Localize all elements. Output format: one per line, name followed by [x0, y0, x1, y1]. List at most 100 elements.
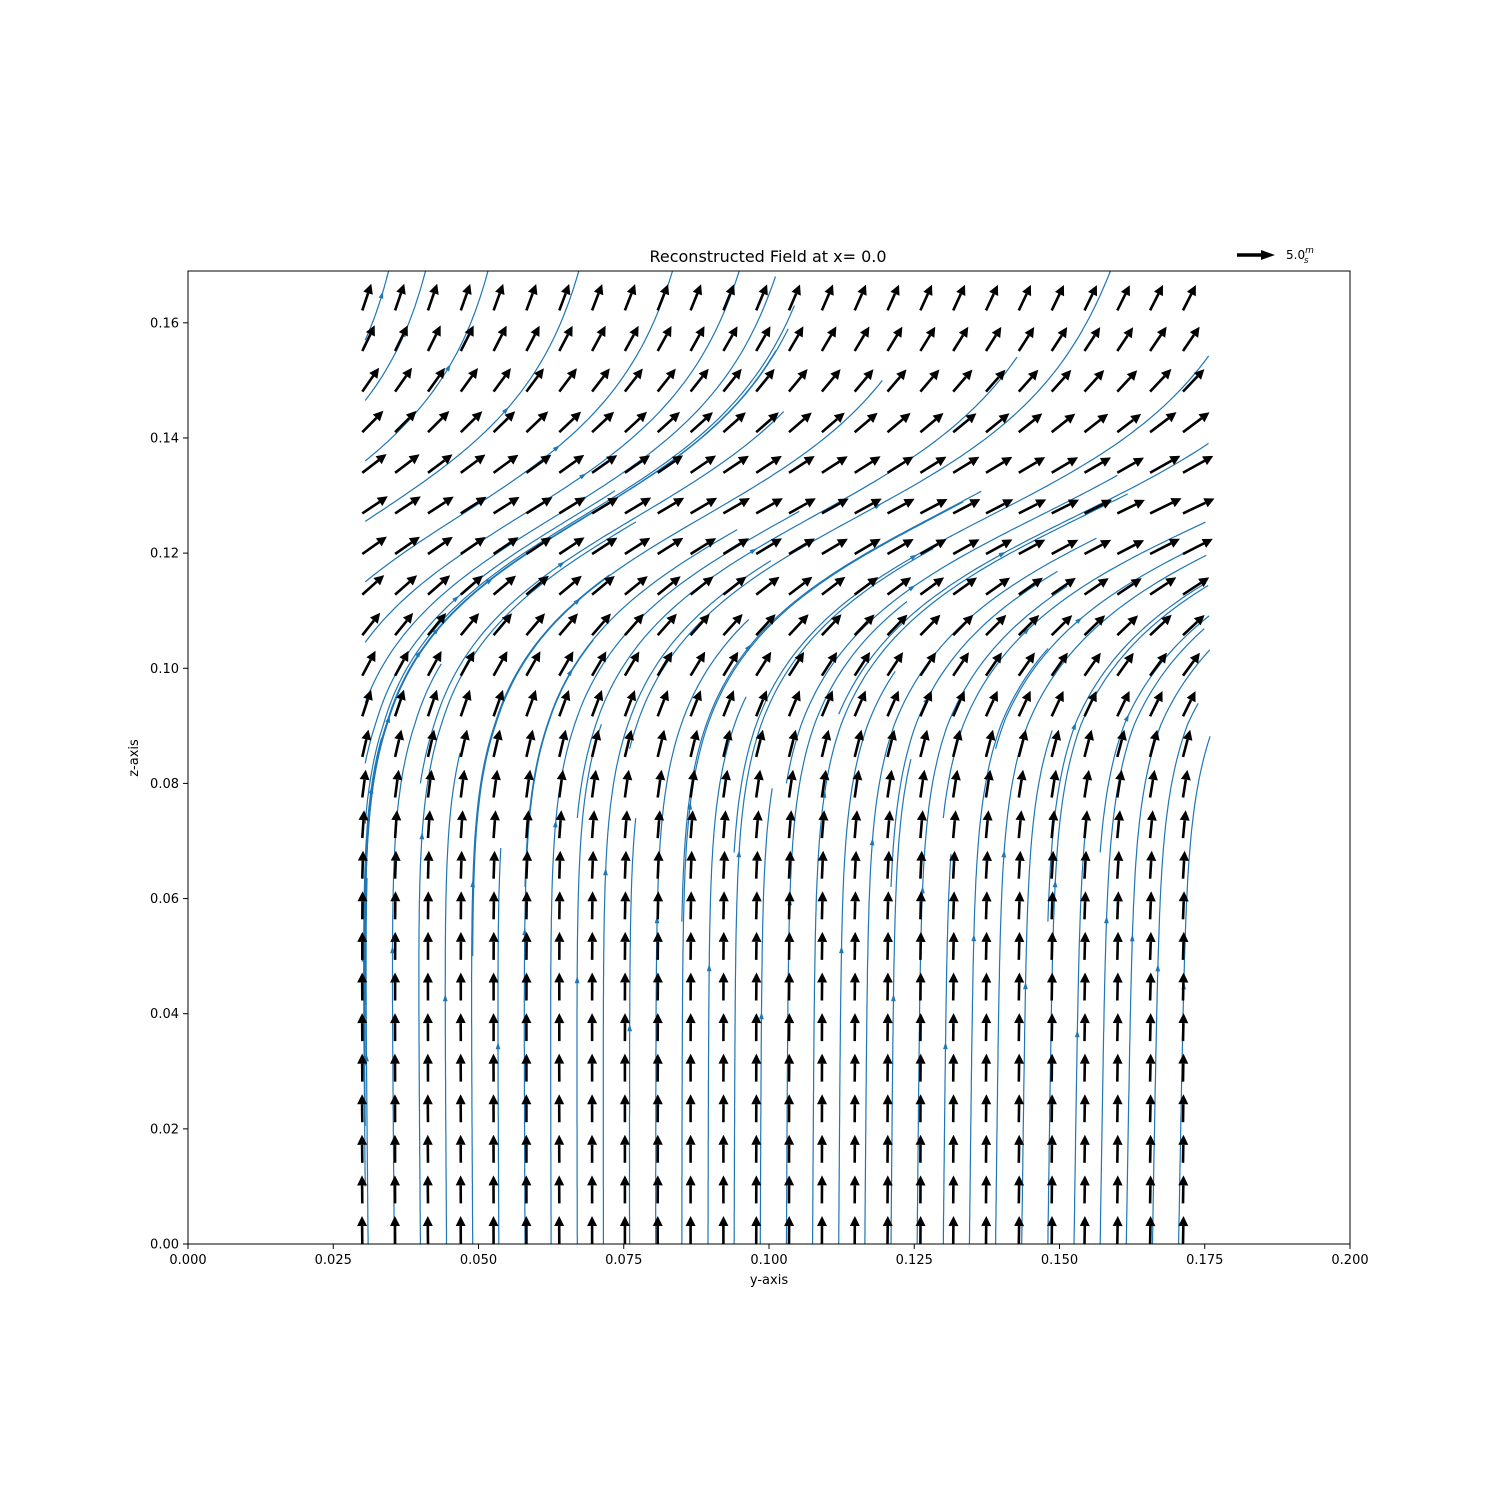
quiver-head: [619, 1134, 630, 1145]
quiver-head: [488, 1134, 499, 1145]
quiver-arrow: [818, 810, 829, 839]
quiver-shaft: [689, 501, 710, 515]
quiver-head: [554, 891, 565, 902]
quiver-head: [632, 368, 643, 380]
quiver-arrow: [357, 891, 368, 920]
quiver-shaft: [525, 820, 529, 839]
quiver-arrow: [619, 1216, 630, 1244]
quiver-arrow: [722, 284, 735, 311]
quiver-head: [498, 651, 508, 663]
quiver-head: [587, 850, 598, 861]
quiver-head: [949, 850, 960, 861]
quiver-arrow: [424, 810, 435, 839]
quiver-arrow: [1018, 577, 1043, 596]
quiver-arrow: [587, 931, 598, 960]
quiver-arrow: [751, 1013, 762, 1042]
quiver-arrow: [1178, 1216, 1189, 1245]
quiver-arrow: [1112, 1175, 1123, 1204]
quiver-arrow: [1116, 691, 1130, 717]
quiver-head: [488, 1053, 499, 1064]
quiver-arrow: [590, 729, 602, 758]
quiver-arrow: [1079, 1134, 1090, 1163]
quiver-head: [788, 729, 799, 741]
quiver-arrow: [787, 729, 799, 758]
quiver-shaft: [985, 418, 1003, 434]
quiver-arrow: [885, 769, 896, 798]
quiver-arrow: [1112, 1134, 1123, 1163]
quiver-head: [408, 536, 420, 547]
quiver-head: [603, 411, 615, 423]
quiver-head: [1047, 891, 1058, 902]
quiver-arrow: [1149, 412, 1177, 434]
quiver-shaft: [1181, 699, 1193, 717]
streamline-arrowhead: [943, 1042, 948, 1050]
quiver-arrow: [652, 1134, 663, 1163]
quiver-arrow: [1149, 326, 1167, 352]
quiver-arrow: [426, 729, 437, 758]
quiver-shaft: [1116, 418, 1134, 434]
quiver-head: [488, 891, 499, 902]
quiver-arrow: [427, 536, 453, 556]
streamline-arrowhead: [1052, 880, 1058, 888]
quiver-arrow: [492, 613, 512, 637]
quiver-shaft: [951, 779, 958, 798]
quiver-shaft: [820, 779, 826, 798]
quiver-arrow: [821, 456, 848, 474]
quiver-arrow: [394, 410, 417, 434]
quiver-arrow: [1114, 810, 1124, 839]
quiver-shaft: [558, 779, 563, 798]
quiver-shaft: [787, 375, 803, 393]
quiver-shaft: [590, 659, 603, 677]
quiver-head: [784, 972, 795, 983]
quiver-arrow: [624, 497, 652, 515]
quiver-arrow: [718, 1134, 729, 1163]
quiver-shaft: [722, 860, 726, 879]
quiver-arrow: [488, 1216, 499, 1245]
quiver-key-arrowhead: [1261, 250, 1275, 260]
quiver-arrow: [1116, 285, 1130, 311]
quiver-arrow: [982, 810, 993, 839]
quiver-head: [784, 1175, 795, 1186]
quiver-arrow: [1149, 538, 1180, 556]
quiver-head: [998, 413, 1010, 424]
quiver-shaft: [755, 620, 770, 637]
quiver-head: [751, 1094, 762, 1105]
quiver-shaft: [525, 375, 539, 393]
quiver-shaft: [689, 820, 694, 839]
quiver-arrow: [817, 972, 828, 1001]
quiver-shaft: [427, 459, 446, 474]
quiver-shaft: [656, 417, 674, 434]
quiver-head: [849, 1175, 860, 1186]
quiver-head: [949, 810, 960, 821]
quiver-shaft: [984, 779, 990, 798]
quiver-arrow: [886, 326, 903, 352]
quiver-arrow: [755, 651, 772, 677]
quiver-head: [1145, 931, 1156, 942]
quiver-arrow: [1178, 1013, 1189, 1042]
quiver-shaft: [623, 334, 635, 352]
quiver-arrow: [1149, 368, 1172, 393]
quiver-arrow: [1047, 850, 1058, 879]
quiver-arrow: [915, 1094, 926, 1123]
quiver-shaft: [656, 334, 668, 352]
quiver-head: [719, 810, 730, 821]
quiver-shaft: [985, 543, 1005, 556]
quiver-arrow: [455, 972, 466, 1001]
quiver-head: [1079, 1094, 1090, 1105]
quiver-shaft: [1181, 901, 1185, 920]
quiver-shaft: [1051, 502, 1071, 515]
quiver-head: [1169, 455, 1181, 465]
quiver-shaft: [985, 376, 1000, 393]
quiver-arrow: [718, 1094, 729, 1123]
quiver-arrow: [394, 454, 420, 474]
quiver-head: [521, 972, 532, 983]
quiver-arrow: [984, 729, 996, 758]
quiver-arrow: [656, 690, 669, 717]
quiver-arrow: [558, 284, 571, 311]
quiver-arrow: [882, 1094, 893, 1123]
quiver-arrow: [426, 283, 439, 311]
quiver-head: [619, 1216, 630, 1226]
quiver-arrow: [985, 614, 1007, 637]
quiver-head: [916, 850, 927, 861]
quiver-head: [555, 810, 566, 821]
